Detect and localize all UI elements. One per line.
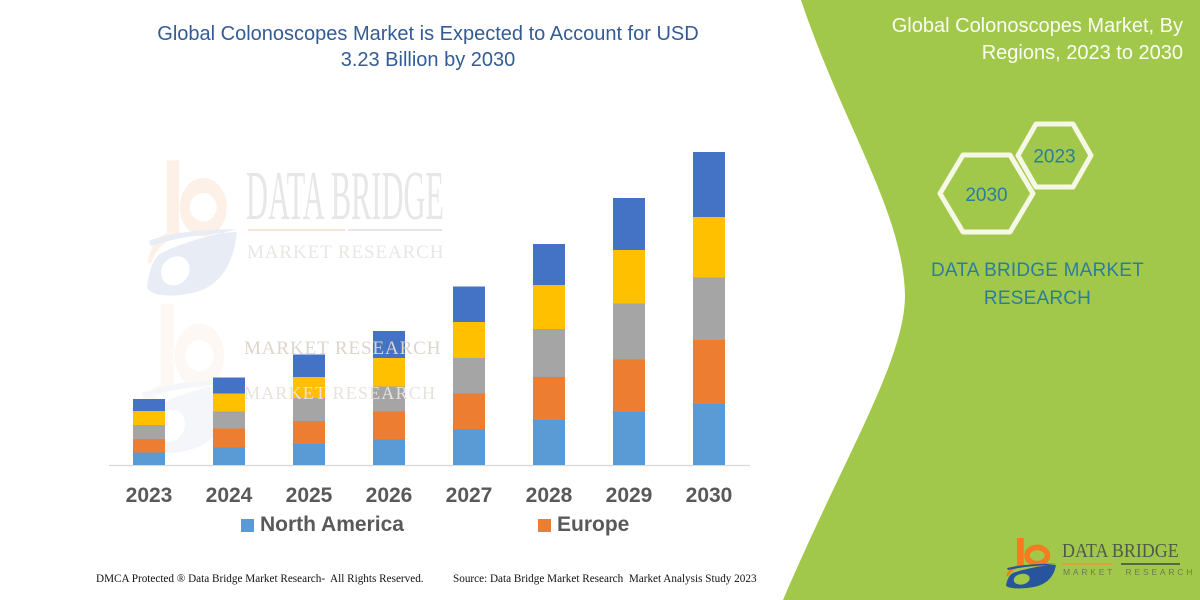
svg-text:2030: 2030 (965, 185, 1007, 206)
svg-text:2023: 2023 (1033, 147, 1075, 168)
